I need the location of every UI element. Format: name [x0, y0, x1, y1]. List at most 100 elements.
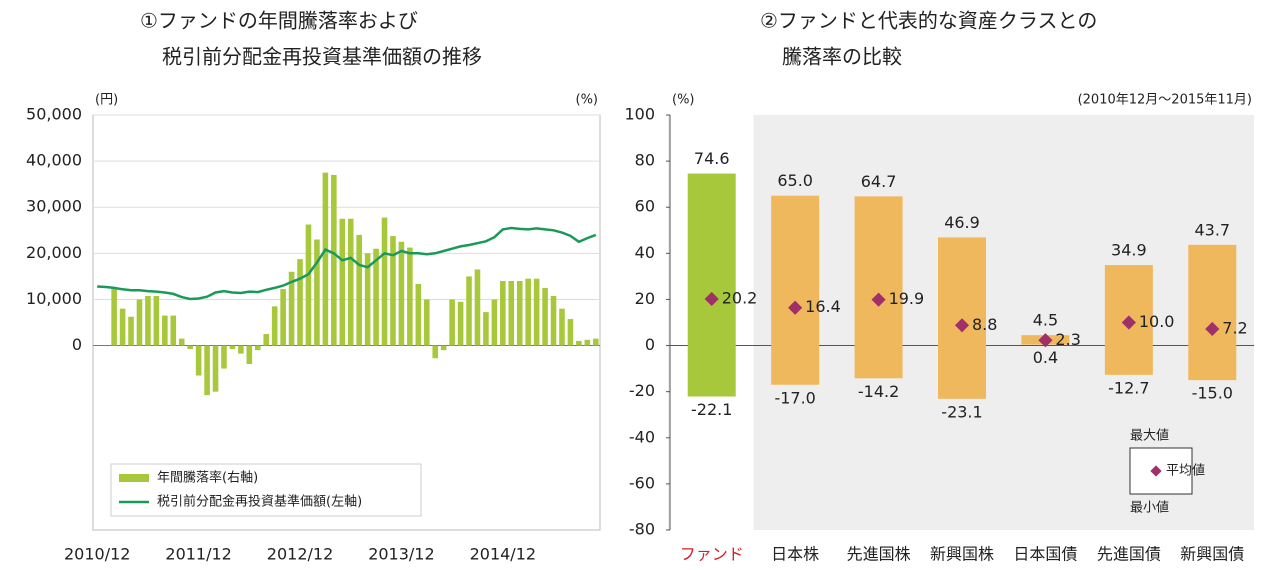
y-tick-label: 20 — [635, 289, 655, 308]
range-bar — [1188, 244, 1237, 381]
bar — [271, 306, 278, 346]
max-label: 74.6 — [694, 149, 730, 168]
y2-unit: (%) — [576, 93, 599, 108]
x-tick-label: 2014/12 — [470, 545, 536, 564]
bar — [288, 271, 295, 346]
legend-swatch — [119, 474, 149, 482]
y-tick-label: 100 — [624, 105, 655, 124]
x-tick-label: ファンド — [680, 545, 744, 564]
range-bar — [771, 195, 820, 385]
bar — [195, 345, 202, 376]
x-tick-label: 先進国株 — [847, 545, 911, 564]
legend-label: 最大値 — [1130, 428, 1169, 444]
period: (2010年12月～2015年11月) — [1078, 93, 1252, 108]
max-label: 43.7 — [1194, 220, 1230, 239]
bar — [322, 172, 329, 346]
bar — [407, 247, 413, 346]
bar — [221, 345, 227, 369]
mean-label: 10.0 — [1139, 312, 1175, 331]
bar — [128, 316, 134, 346]
bar — [212, 345, 219, 392]
y-tick-label: -60 — [629, 473, 655, 492]
x-tick-label: 2010/12 — [64, 545, 130, 564]
min-label: -17.0 — [774, 388, 815, 407]
bar — [229, 345, 236, 350]
mean-marker — [1038, 333, 1053, 348]
mean-marker — [1205, 321, 1220, 337]
range-bar — [687, 173, 736, 397]
bar — [592, 338, 599, 346]
y-tick-label: -40 — [629, 427, 655, 446]
x-tick-label: 2011/12 — [165, 545, 231, 564]
bar — [187, 345, 193, 350]
bar — [339, 218, 346, 346]
y-tick-label: 20,000 — [26, 243, 82, 262]
min-label: -12.7 — [1108, 378, 1149, 397]
mean-label: 16.4 — [805, 297, 841, 316]
bar — [153, 295, 160, 346]
bar — [584, 339, 591, 346]
range-bar — [938, 237, 986, 399]
y-tick-label: 40,000 — [26, 151, 82, 170]
bar — [331, 174, 337, 346]
y-tick-label: 50,000 — [26, 105, 82, 124]
x-tick-label: 新興国債 — [1180, 545, 1244, 564]
legend-label: 税引前分配金再投資基準価額(左軸) — [157, 494, 362, 510]
left-title: ①ファンドの年間騰落率および — [140, 9, 418, 33]
legend-label: 年間騰落率(右軸) — [157, 470, 258, 486]
bar — [356, 234, 362, 346]
bar — [550, 295, 557, 346]
bar — [280, 289, 286, 346]
bar — [178, 338, 185, 346]
max-label: 34.9 — [1111, 241, 1147, 260]
max-label: 65.0 — [777, 171, 813, 190]
line — [97, 226, 597, 301]
x-tick-label: 日本国債 — [1013, 545, 1077, 564]
max-label: 64.7 — [861, 172, 897, 191]
bar — [542, 287, 548, 346]
mean-marker — [871, 292, 886, 307]
x-tick-label: 新興国株 — [930, 545, 994, 564]
max-label: 46.9 — [944, 213, 980, 232]
bar — [263, 334, 270, 346]
bar — [491, 299, 498, 346]
right-title: ②ファンドと代表的な資産クラスとの — [760, 9, 1097, 33]
bar — [254, 345, 261, 351]
y-tick-label: 60 — [635, 197, 655, 216]
bar — [576, 340, 582, 346]
mean-marker — [704, 291, 719, 307]
range-bar — [854, 196, 903, 379]
bar — [457, 301, 464, 346]
bar — [440, 345, 447, 351]
min-label: -22.1 — [691, 400, 732, 419]
bar — [314, 239, 320, 346]
bar — [364, 253, 371, 346]
y-tick-label: 30,000 — [26, 197, 82, 216]
bar — [500, 281, 506, 346]
bar — [567, 319, 574, 346]
x-tick-label: 2013/12 — [368, 545, 434, 564]
x-tick-label: 2012/12 — [267, 545, 333, 564]
bar — [525, 278, 531, 346]
bar — [136, 299, 143, 346]
y-tick-label: 0 — [72, 335, 82, 354]
bar — [204, 345, 210, 396]
y-tick-label: 0 — [645, 335, 655, 354]
bar — [390, 236, 396, 346]
bar — [508, 281, 515, 346]
bar — [559, 308, 565, 346]
bar — [432, 345, 439, 359]
mean-label: 8.8 — [972, 315, 997, 334]
bar — [111, 288, 117, 346]
y-tick-label: -80 — [629, 520, 655, 539]
bar — [398, 241, 405, 346]
bar — [516, 281, 523, 346]
mean-label: 2.3 — [1055, 330, 1080, 349]
mean-marker — [1121, 315, 1136, 330]
x-tick-label: 日本株 — [771, 545, 819, 564]
left-title: 税引前分配金再投資基準価額の推移 — [162, 45, 482, 69]
max-label: 4.5 — [1033, 311, 1058, 330]
mean-label: 7.2 — [1222, 318, 1247, 337]
left-plot-area — [92, 114, 601, 531]
